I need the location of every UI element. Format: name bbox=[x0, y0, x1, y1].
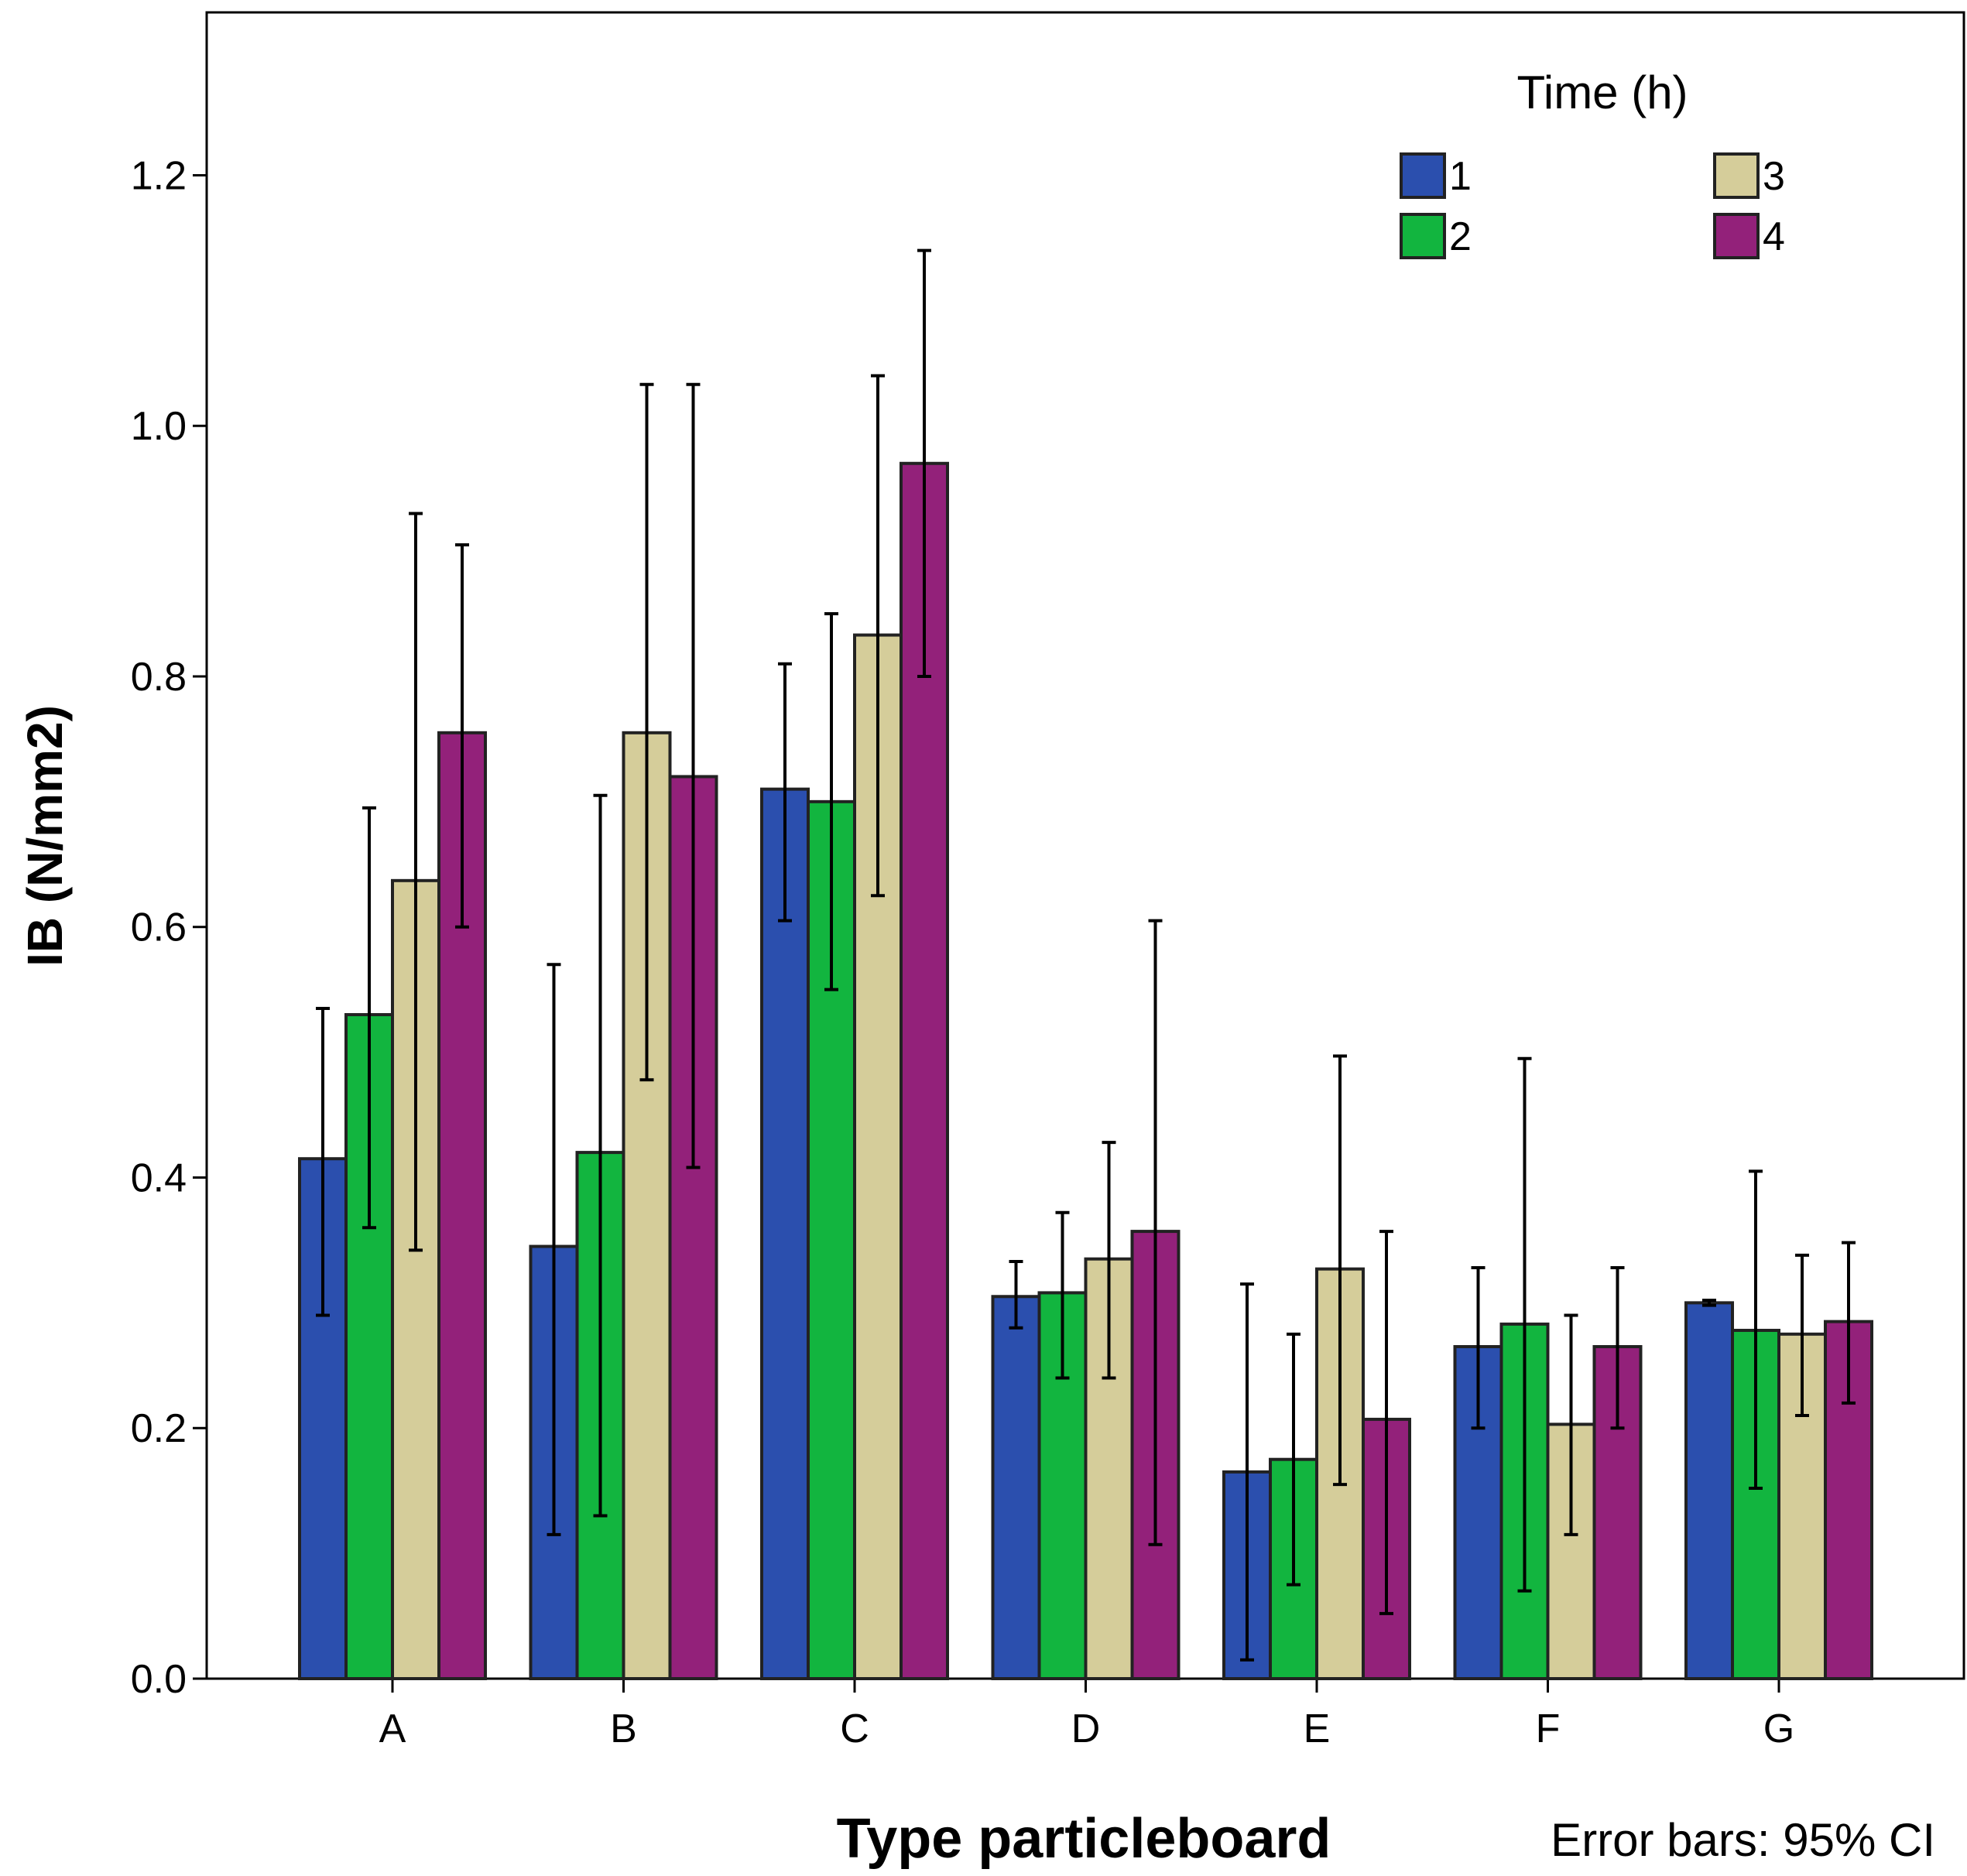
y-tick-label: 0.4 bbox=[131, 1155, 187, 1200]
legend-swatch-3 bbox=[1713, 152, 1760, 199]
x-tick-label: E bbox=[1304, 1707, 1331, 1751]
y-ticks: 0.0 0.2 0.4 0.6 0.8 1.0 1.2 bbox=[131, 153, 207, 1702]
x-tick-label: D bbox=[1071, 1707, 1101, 1751]
legend-label-1: 1 bbox=[1449, 154, 1472, 199]
x-tick-label: F bbox=[1536, 1707, 1561, 1751]
bar-A-2 bbox=[344, 1013, 394, 1680]
y-tick-label: 1.2 bbox=[131, 153, 187, 198]
bar-C-1 bbox=[760, 787, 810, 1680]
y-tick-label: 0.0 bbox=[131, 1657, 187, 1702]
legend-title: Time (h) bbox=[1516, 67, 1688, 118]
bar-G-1 bbox=[1684, 1301, 1734, 1681]
y-tick-label: 0.6 bbox=[131, 905, 187, 950]
legend-swatch-4 bbox=[1713, 213, 1760, 259]
legend-label-3: 3 bbox=[1763, 154, 1785, 199]
bars bbox=[298, 461, 1873, 1681]
x-ticks: A B C D E F G bbox=[379, 1679, 1794, 1751]
legend-label-2: 2 bbox=[1449, 214, 1472, 259]
y-tick-label: 1.0 bbox=[131, 404, 187, 449]
x-tick-label: B bbox=[610, 1707, 637, 1751]
x-axis-label: Type particleboard bbox=[837, 1808, 1331, 1870]
error-bars bbox=[316, 248, 1856, 1662]
y-axis-label: IB (N/mm2) bbox=[17, 705, 73, 967]
legend-swatch-2 bbox=[1400, 213, 1446, 259]
y-tick-label: 0.2 bbox=[131, 1406, 187, 1451]
bar-D-1 bbox=[991, 1295, 1041, 1681]
legend-swatch-1 bbox=[1400, 152, 1446, 199]
x-tick-label: G bbox=[1763, 1707, 1794, 1751]
x-tick-label: A bbox=[379, 1707, 406, 1751]
legend-label-4: 4 bbox=[1763, 214, 1785, 259]
bar-B-3 bbox=[622, 731, 672, 1681]
legend: Time (h) 1 2 3 4 bbox=[1400, 67, 1785, 259]
error-bars-note: Error bars: 95% CI bbox=[1551, 1814, 1935, 1866]
x-tick-label: C bbox=[840, 1707, 869, 1751]
y-tick-label: 0.8 bbox=[131, 655, 187, 700]
